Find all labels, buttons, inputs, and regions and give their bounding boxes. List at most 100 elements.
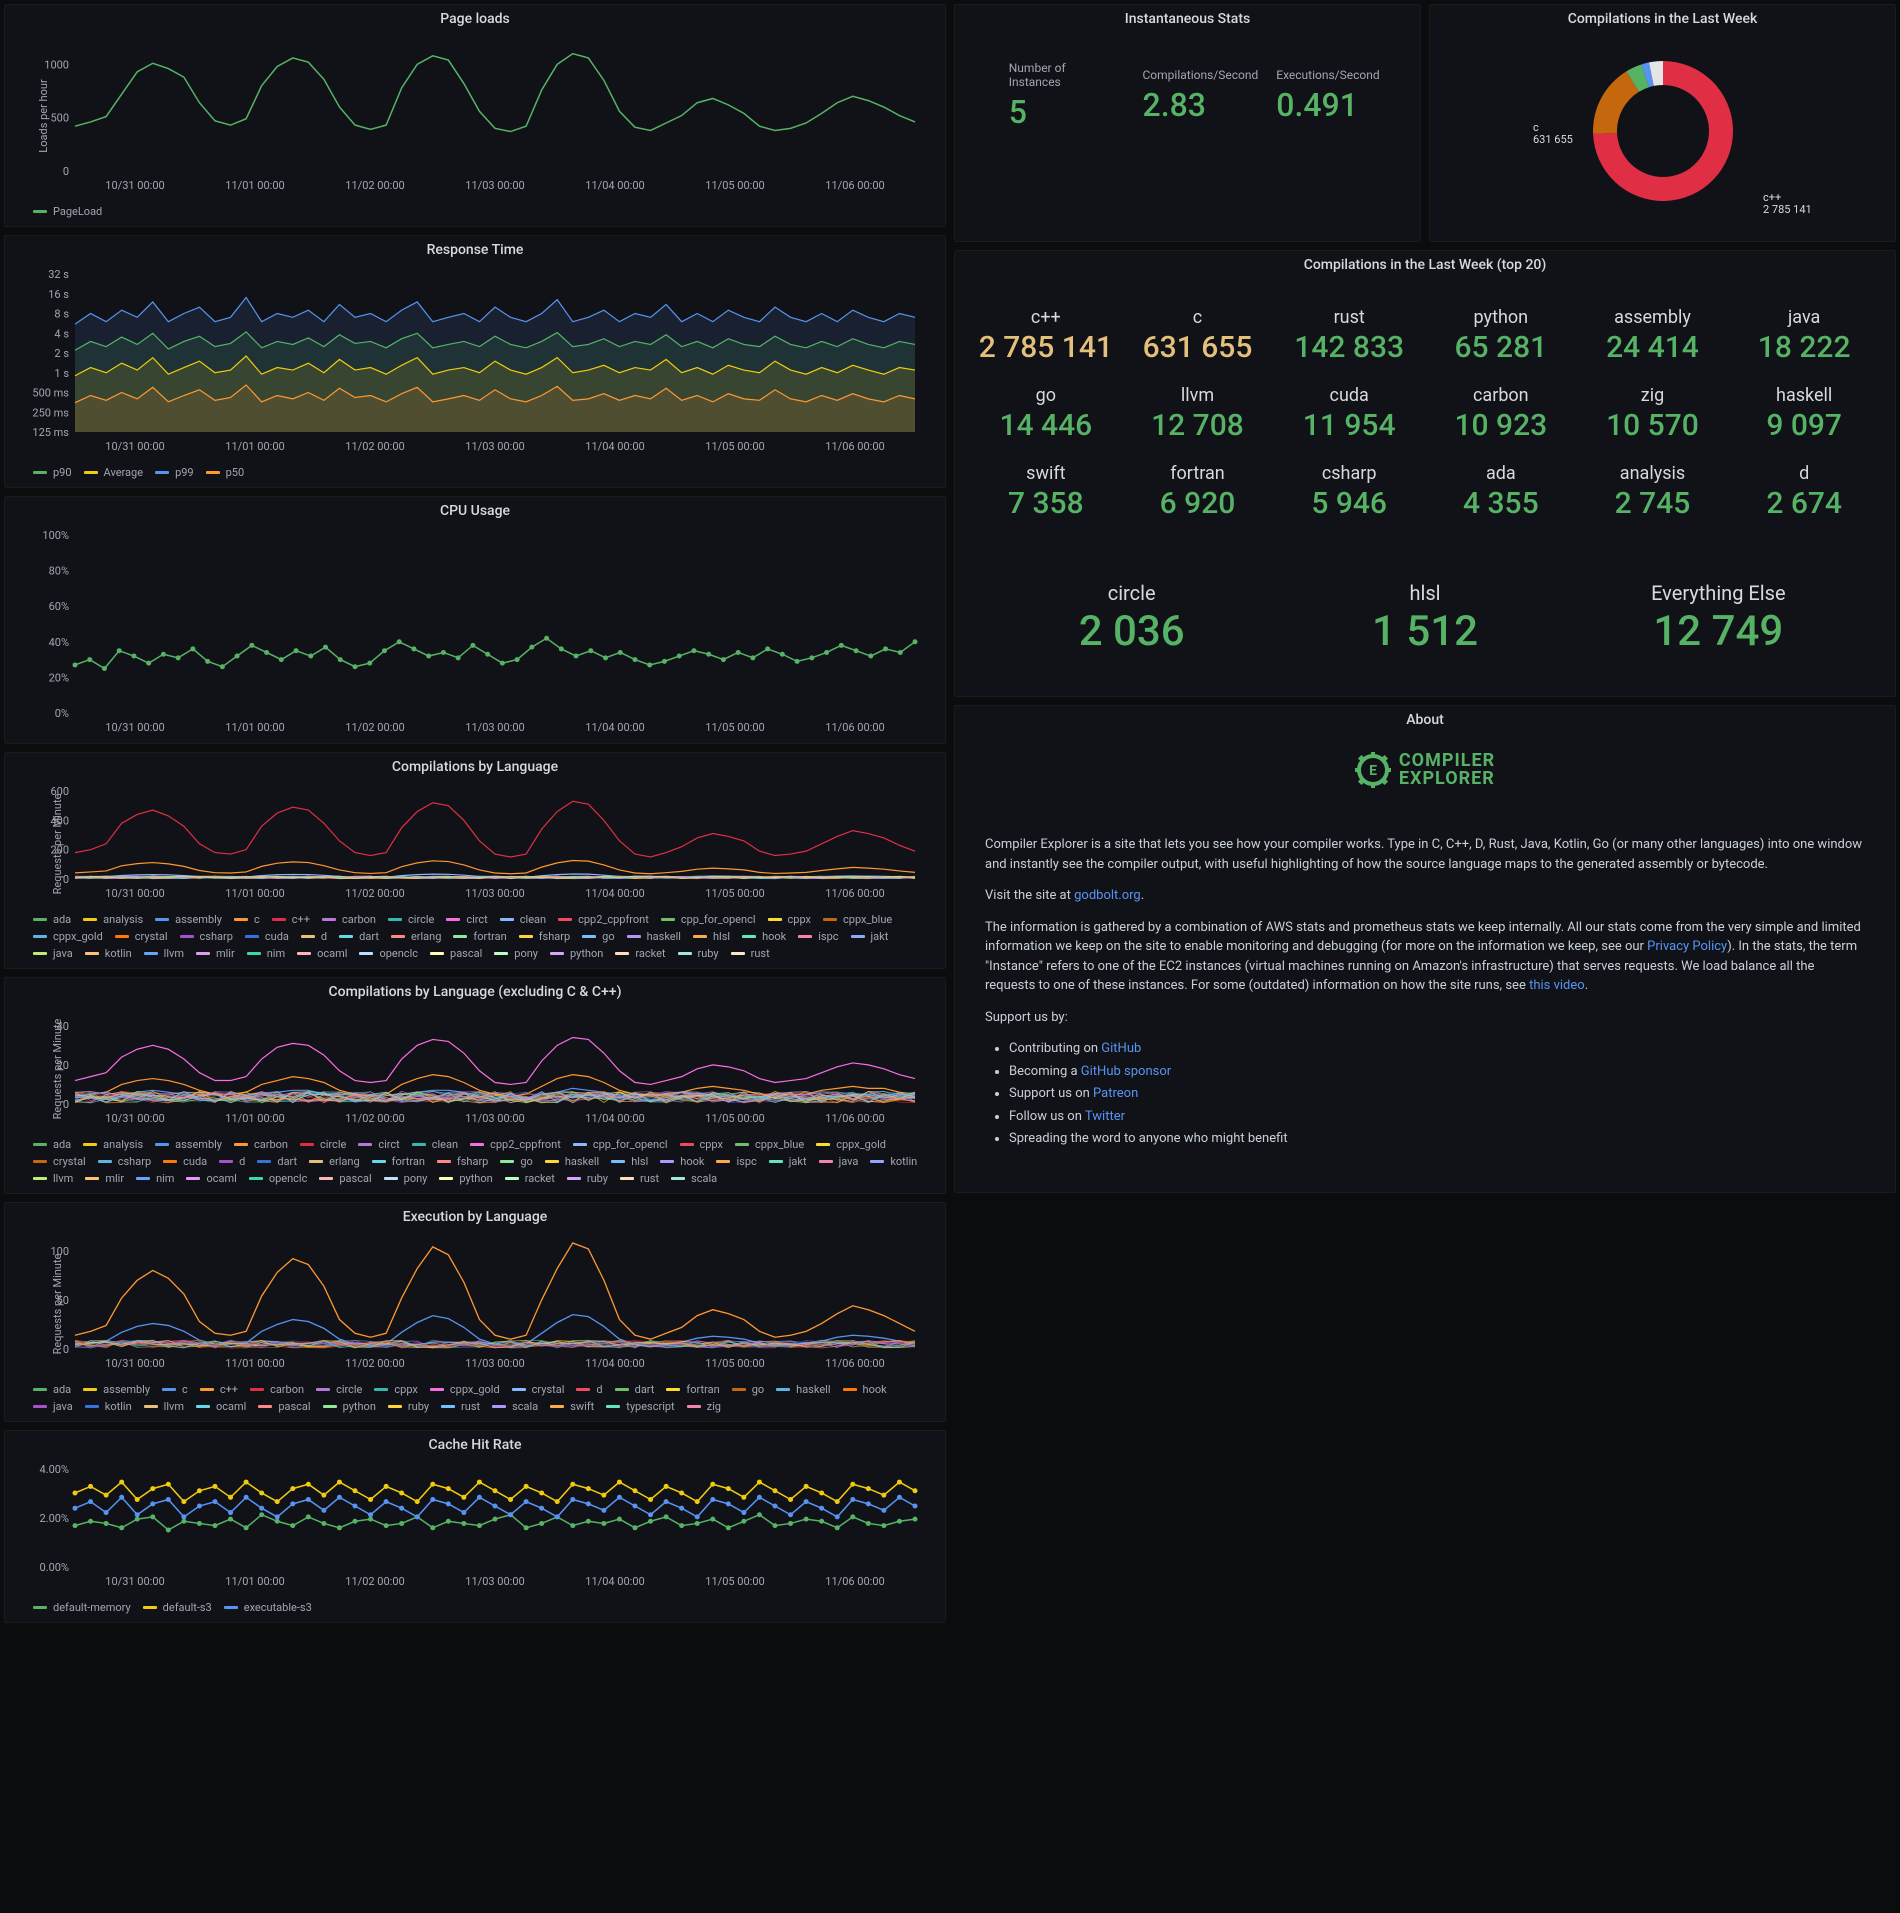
legend-item[interactable]: cpp2_cppfront [558,913,649,926]
legend-item[interactable]: analysis [83,913,143,926]
legend-item[interactable]: go [500,1155,532,1168]
legend-item[interactable]: jakt [769,1155,807,1168]
legend-item[interactable]: java [33,1400,73,1413]
legend-item[interactable]: mlir [196,947,235,960]
legend-item[interactable]: ruby [567,1172,608,1185]
legend-item[interactable]: ispc [716,1155,756,1168]
legend-item[interactable]: pascal [430,947,482,960]
legend-item[interactable]: ada [33,913,71,926]
legend-item[interactable]: fsharp [519,930,570,943]
legend-item[interactable]: dart [615,1383,655,1396]
legend-item[interactable]: nim [247,947,285,960]
legend-item[interactable]: scala [492,1400,538,1413]
legend-item[interactable]: ocaml [196,1400,246,1413]
chart-cache[interactable]: 0.00%2.00%4.00%10/31 00:0011/01 00:0011/… [15,1461,925,1591]
legend-item[interactable]: ruby [678,947,719,960]
legend-item[interactable]: zig [687,1400,721,1413]
legend-item[interactable]: Average [84,466,144,479]
legend-item[interactable]: circle [300,1138,346,1151]
legend-item[interactable]: circle [388,913,434,926]
legend-item[interactable]: cppx_blue [735,1138,804,1151]
legend-item[interactable]: pascal [319,1172,371,1185]
legend-item[interactable]: d [576,1383,602,1396]
legend-item[interactable]: swift [550,1400,594,1413]
chart-page-loads[interactable]: 0500100010/31 00:0011/01 00:0011/02 00:0… [15,35,925,195]
legend-item[interactable]: circt [446,913,487,926]
legend-item[interactable]: cppx [374,1383,418,1396]
chart-exec[interactable]: 05010010/31 00:0011/01 00:0011/02 00:001… [15,1233,925,1373]
about-link[interactable]: GitHub [1101,1041,1141,1056]
legend-item[interactable]: llvm [144,947,184,960]
about-link[interactable]: Patreon [1093,1086,1138,1101]
legend-item[interactable]: racket [505,1172,555,1185]
legend-item[interactable]: pascal [258,1400,310,1413]
legend-item[interactable]: cppx_gold [816,1138,886,1151]
legend-item[interactable]: java [819,1155,859,1168]
legend-item[interactable]: kotlin [870,1155,917,1168]
legend-item[interactable]: pony [384,1172,428,1185]
legend-item[interactable]: go [732,1383,764,1396]
legend-item[interactable]: rust [620,1172,659,1185]
legend-item[interactable]: kotlin [85,947,132,960]
legend-item[interactable]: cpp_for_opencl [573,1138,668,1151]
legend-item[interactable]: c [162,1383,188,1396]
legend-item[interactable]: cuda [245,930,289,943]
legend-item[interactable]: cppx_gold [33,930,103,943]
legend-item[interactable]: llvm [144,1400,184,1413]
legend-item[interactable]: fortran [372,1155,425,1168]
legend-item[interactable]: racket [615,947,665,960]
legend-item[interactable]: erlang [309,1155,359,1168]
legend-item[interactable]: haskell [776,1383,830,1396]
legend-item[interactable]: typescript [606,1400,674,1413]
legend-item[interactable]: nim [136,1172,174,1185]
legend-item[interactable]: hook [660,1155,704,1168]
legend-item[interactable]: scala [671,1172,717,1185]
legend-item[interactable]: clean [412,1138,458,1151]
legend-item[interactable]: cppx [768,913,812,926]
legend-item[interactable]: crystal [115,930,168,943]
legend-item[interactable]: rust [731,947,770,960]
legend-item[interactable]: crystal [33,1155,86,1168]
legend-item[interactable]: cpp2_cppfront [470,1138,561,1151]
legend-item[interactable]: mlir [85,1172,124,1185]
chart-response-time[interactable]: 125 ms250 ms500 ms1 s2 s4 s8 s16 s32 s10… [15,266,925,456]
legend-item[interactable]: cuda [163,1155,207,1168]
legend-item[interactable]: default-memory [33,1601,131,1614]
legend-item[interactable]: circle [316,1383,362,1396]
legend-item[interactable]: kotlin [85,1400,132,1413]
legend-item[interactable]: ada [33,1383,71,1396]
legend-item[interactable]: haskell [627,930,681,943]
chart-cpu[interactable]: 0%20%40%60%80%100%10/31 00:0011/01 00:00… [15,527,925,737]
legend-item[interactable]: go [582,930,614,943]
legend-item[interactable]: jakt [851,930,889,943]
legend-item[interactable]: hook [742,930,786,943]
legend-item[interactable]: fortran [453,930,506,943]
chart-comp-by-lang[interactable]: 020040060010/31 00:0011/01 00:0011/02 00… [15,783,925,903]
legend-item[interactable]: c++ [200,1383,238,1396]
legend-item[interactable]: fsharp [437,1155,488,1168]
legend-item[interactable]: pony [494,947,538,960]
legend-item[interactable]: cppx [680,1138,724,1151]
legend-item[interactable]: ispc [798,930,838,943]
legend-item[interactable]: openclc [359,947,418,960]
legend-item[interactable]: circt [358,1138,399,1151]
legend-item[interactable]: cppx_blue [823,913,892,926]
legend-item[interactable]: assembly [155,1138,222,1151]
legend-item[interactable]: csharp [98,1155,151,1168]
legend-item[interactable]: assembly [155,913,222,926]
legend-item[interactable]: dart [257,1155,297,1168]
legend-item[interactable]: openclc [249,1172,308,1185]
about-link[interactable]: Twitter [1085,1109,1125,1124]
legend-item[interactable]: executable-s3 [224,1601,312,1614]
legend-item[interactable]: cpp_for_opencl [661,913,756,926]
legend-item[interactable]: carbon [234,1138,288,1151]
legend-item[interactable]: hlsl [611,1155,648,1168]
legend-item[interactable]: d [219,1155,245,1168]
legend-item[interactable]: hook [843,1383,887,1396]
chart-donut[interactable]: c++2 785 141c631 655 [1493,41,1833,221]
legend-item[interactable]: carbon [322,913,376,926]
legend-item[interactable]: dart [339,930,379,943]
legend-item[interactable]: fortran [666,1383,719,1396]
link-godbolt[interactable]: godbolt.org [1074,888,1141,903]
legend-item[interactable]: PageLoad [33,205,102,218]
